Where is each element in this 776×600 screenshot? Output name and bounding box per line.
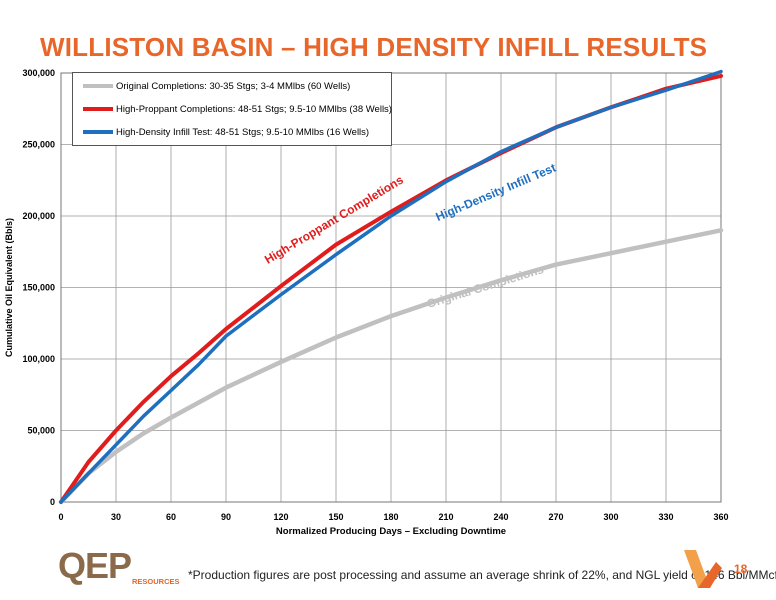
y-tick-label: 250,000 xyxy=(22,140,55,150)
x-tick-label: 360 xyxy=(713,512,728,522)
x-tick-label: 30 xyxy=(111,512,121,522)
x-axis-label: Normalized Producing Days – Excluding Do… xyxy=(276,526,506,537)
x-tick-label: 60 xyxy=(166,512,176,522)
series-line-infill xyxy=(59,69,723,504)
legend-label-original: Original Completions: 30-35 Stgs; 3-4 MM… xyxy=(116,80,351,92)
x-tick-label: 90 xyxy=(221,512,231,522)
page-number: 18 xyxy=(734,562,748,576)
legend-label-high-proppant: High-Proppant Completions: 48-51 Stgs; 9… xyxy=(116,103,392,115)
logo-mark: QEP xyxy=(58,546,131,586)
brand-chevron-icon xyxy=(684,550,722,588)
series-annotations: High-Proppant Completions High-Density In… xyxy=(262,161,558,311)
y-tick-label: 50,000 xyxy=(27,426,55,436)
legend-swatch-high-proppant xyxy=(83,107,113,111)
y-tick-label: 200,000 xyxy=(22,211,55,221)
x-tick-label: 180 xyxy=(383,512,398,522)
axes: Cumulative Oil Equivalent (Bbls) Normali… xyxy=(4,68,729,537)
y-axis-label: Cumulative Oil Equivalent (Bbls) xyxy=(4,218,14,357)
y-tick-label: 150,000 xyxy=(22,283,55,293)
annotation-infill: High-Density Infill Test xyxy=(434,161,558,224)
annotation-original: Original Completions xyxy=(425,262,545,311)
footnote: *Production figures are post processing … xyxy=(188,568,776,582)
x-tick-label: 330 xyxy=(658,512,673,522)
x-tick-label: 300 xyxy=(603,512,618,522)
legend-swatch-infill xyxy=(83,130,113,134)
x-tick-label: 120 xyxy=(273,512,288,522)
x-tick-label: 270 xyxy=(548,512,563,522)
logo-subtext: RESOURCES xyxy=(132,577,180,586)
y-tick-label: 0 xyxy=(50,497,55,507)
x-tick-label: 150 xyxy=(328,512,343,522)
legend-item-infill: High-Density Infill Test: 48-51 Stgs; 9.… xyxy=(83,125,369,139)
legend: Original Completions: 30-35 Stgs; 3-4 MM… xyxy=(72,72,392,146)
legend-label-infill: High-Density Infill Test: 48-51 Stgs; 9.… xyxy=(116,126,370,138)
slide-title: WILLISTON BASIN – HIGH DENSITY INFILL RE… xyxy=(40,32,708,62)
legend-swatch-original xyxy=(83,84,113,88)
y-tick-label: 300,000 xyxy=(22,68,55,78)
legend-item-original: Original Completions: 30-35 Stgs; 3-4 MM… xyxy=(83,79,350,93)
x-tick-label: 210 xyxy=(438,512,453,522)
series-lines xyxy=(58,69,724,505)
x-tick-label: 0 xyxy=(58,512,63,522)
x-tick-label: 240 xyxy=(493,512,508,522)
legend-item-high-proppant: High-Proppant Completions: 48-51 Stgs; 9… xyxy=(83,102,392,116)
series-line-original xyxy=(58,228,724,505)
qep-logo: QEP RESOURCES xyxy=(58,546,180,586)
y-tick-label: 100,000 xyxy=(22,354,55,364)
